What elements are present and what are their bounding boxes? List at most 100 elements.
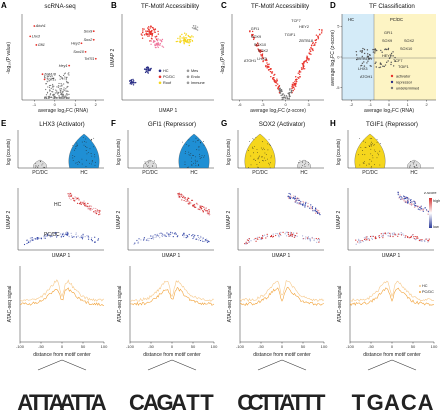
f-umap-pcdc-point [170, 231, 172, 233]
f-umap-pcdc-point [143, 238, 145, 240]
c-motif-point [261, 55, 264, 57]
h-violin-point [416, 164, 417, 166]
h-violin-point [413, 163, 414, 165]
c-motif-point [311, 48, 314, 51]
b-cell-point [193, 27, 195, 29]
f-umap-pcdc-point [183, 234, 185, 236]
h-umap-hc-point [403, 200, 405, 202]
f-umap-hc-point [208, 212, 210, 214]
e-umap-pcdc-point [67, 233, 69, 235]
f-umap-hc-point [191, 205, 194, 207]
b-cell-point [143, 34, 146, 36]
d-x-tick: -1 [368, 102, 372, 107]
e-umap-hc-point [84, 205, 86, 207]
c-motif-point [265, 58, 267, 60]
h-umap-hc-point [404, 200, 406, 202]
panel-letter-b: B [111, 1, 117, 10]
colorbar-high-label: high [433, 199, 440, 203]
c-motif-point [292, 89, 294, 92]
c-motif-point [288, 93, 290, 95]
a-grey-point [50, 87, 52, 89]
e-logo-letter: A [17, 390, 33, 415]
a-grey-point [43, 97, 46, 99]
e-violin-point [79, 162, 81, 163]
h-atac-legend-pcdc-swatch [419, 291, 421, 293]
b-cell-point [145, 30, 147, 32]
e-umap-hc-point [93, 211, 95, 213]
panel-title-c: TF-Motif Accessibility [251, 3, 310, 10]
b-cell-point [191, 39, 194, 42]
e-violin-point [44, 167, 46, 169]
c-motif-point [297, 72, 299, 74]
d-tf-point [367, 60, 369, 62]
g-violin-point [253, 152, 254, 154]
a-grey-point [57, 85, 60, 87]
h-umap-pcdc-point [414, 238, 416, 240]
d-tf-point [370, 58, 372, 60]
g-violin-point [248, 166, 249, 168]
g-atac-x-label: distance from motif center [253, 352, 311, 358]
b-cell-point [131, 81, 134, 83]
c-motif-point [277, 87, 279, 90]
h-umap-pcdc-point [418, 239, 420, 242]
d-tf-point [366, 62, 368, 64]
e-violin-category: HC [80, 170, 88, 176]
a-x-tick: 0 [54, 102, 57, 107]
c-motif-point [306, 61, 308, 64]
h-umap-pcdc-point [363, 237, 365, 239]
c-motif-point [258, 49, 260, 51]
g-umap-pcdc-point [247, 239, 250, 242]
d-y-tick: -5 [336, 85, 340, 90]
b-cell-point [183, 32, 186, 34]
f-umap-hc-point [208, 208, 210, 211]
g-umap-pcdc-point [293, 236, 295, 238]
f-umap-pcdc-point [204, 240, 206, 243]
g-umap-hc-point [300, 203, 302, 205]
g-umap-pcdc-point [245, 241, 247, 243]
e-umap-hc-point [82, 201, 84, 203]
h-umap-pcdc-point [366, 239, 368, 241]
d-tf-point [392, 65, 395, 67]
g-violin-point [267, 158, 268, 160]
g-umap-pcdc-point [291, 235, 293, 237]
d-gene-label: SOX10 [400, 47, 412, 51]
h-umap-pcdc-point [371, 237, 373, 239]
g-umap-pcdc-point [311, 236, 313, 239]
e-umap-pcdc-point [75, 233, 77, 236]
g-umap-pcdc-point [244, 243, 247, 245]
f-logo-letter: C [129, 390, 145, 415]
b-cell-point [142, 31, 144, 34]
f-umap-hc-point [186, 198, 188, 201]
f-violin-point [190, 161, 192, 162]
g-umap-hc-point [317, 212, 320, 214]
g-violin-point [257, 166, 259, 168]
g-umap-pcdc-point [248, 238, 250, 240]
c-motif-point [315, 34, 318, 36]
c-motif-point [303, 68, 306, 70]
e-violin-point [91, 161, 93, 163]
e-umap-hc-point [93, 207, 95, 209]
c-motif-point [262, 60, 264, 62]
a-grey-point [52, 86, 54, 88]
a-grey-point [62, 92, 64, 94]
h-umap-pcdc-point [403, 234, 405, 236]
c-motif-point [276, 78, 278, 80]
c-motif-point [307, 57, 309, 60]
h-umap-pcdc-point [359, 240, 361, 242]
c-gene-label: SOX2 [258, 49, 268, 53]
g-umap-pcdc-point [285, 235, 288, 237]
e-umap-pcdc-point [28, 241, 30, 244]
e-umap-pcdc-point [46, 233, 49, 236]
f-umap-pcdc-point [205, 240, 207, 242]
h-atac-y-label: ATAC-seq signal [337, 286, 343, 323]
g-violin-point [304, 162, 306, 164]
e-umap-hc-point [98, 211, 100, 213]
g-umap-hc-point [310, 206, 312, 208]
f-violin-point [191, 164, 193, 166]
e-violin-point [75, 148, 77, 149]
c-motif-point [249, 30, 251, 33]
h-umap-pcdc-point [382, 235, 384, 237]
b-legend-label: Roof [163, 81, 172, 85]
h-umap-pcdc-point [375, 237, 377, 239]
a-grey-point [63, 97, 65, 99]
